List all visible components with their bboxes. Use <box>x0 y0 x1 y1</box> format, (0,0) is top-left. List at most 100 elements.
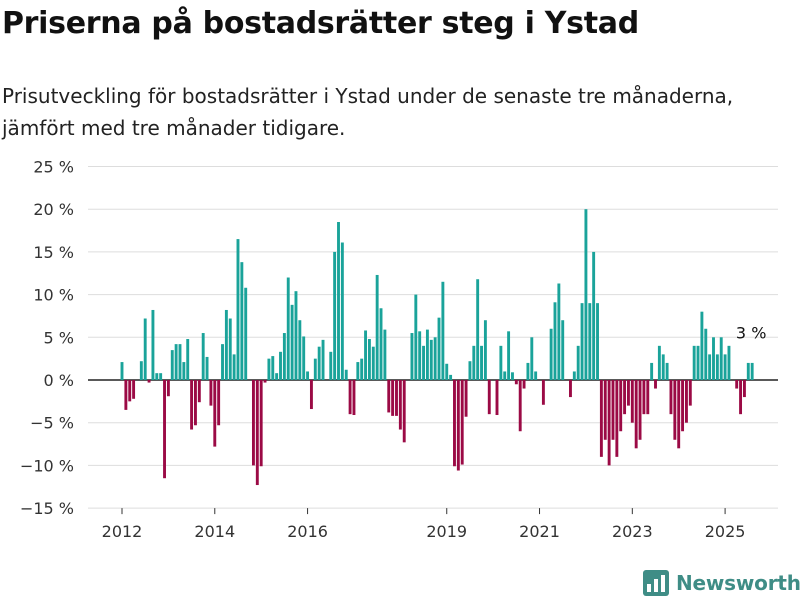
bar <box>414 294 418 380</box>
bar <box>217 380 221 426</box>
bar <box>263 380 267 383</box>
bar <box>503 371 507 380</box>
bar <box>290 304 294 380</box>
bar <box>441 281 445 380</box>
bar <box>294 291 298 380</box>
bar <box>480 345 483 380</box>
bar <box>739 380 743 415</box>
bar <box>599 380 603 457</box>
bar <box>596 303 599 380</box>
bar <box>375 274 379 380</box>
annotations: 3 % <box>736 323 766 342</box>
x-tick-label: 2016 <box>287 522 328 541</box>
bar <box>472 345 476 380</box>
bar <box>572 371 576 380</box>
x-axis: 2012 2014 2016 2019 2021 2023 2025 <box>102 508 746 541</box>
bar <box>715 354 719 380</box>
bar <box>383 329 387 380</box>
bar <box>333 251 337 380</box>
newsworthy-logo-text: Newsworthy <box>676 571 800 595</box>
bar <box>271 356 275 380</box>
bar <box>681 380 685 432</box>
bar <box>634 380 638 449</box>
bar <box>727 345 731 380</box>
bar <box>623 380 627 415</box>
bar <box>669 380 673 415</box>
bar <box>541 380 545 405</box>
bar <box>464 380 468 417</box>
bar <box>646 380 650 415</box>
bar <box>522 380 526 389</box>
bar <box>259 380 263 467</box>
newsworthy-logo: Newsworthy <box>643 570 800 596</box>
bar <box>638 380 642 440</box>
bar <box>147 380 151 383</box>
bar <box>391 380 395 416</box>
bar <box>476 279 480 380</box>
y-tick-label: −10 % <box>20 456 74 475</box>
bar <box>410 333 414 380</box>
bar <box>588 303 592 380</box>
bar <box>379 308 383 380</box>
chart-title: Priserna på bostadsrätter steg i Ystad <box>2 6 639 41</box>
bar <box>611 380 615 440</box>
bar <box>688 380 692 406</box>
bar <box>344 369 348 380</box>
y-tick-label: −5 % <box>30 414 74 433</box>
bar <box>514 380 518 385</box>
bar <box>460 380 464 465</box>
y-axis-labels: 25 % 20 % 15 % 10 % 5 % 0 % −5 % −10 % −15 % <box>20 158 74 519</box>
bar <box>425 329 429 380</box>
bar <box>661 354 665 380</box>
bar <box>360 358 364 380</box>
bar <box>453 380 456 467</box>
chart-subtitle: Prisutveckling för bostadsrätter i Ystad… <box>2 84 734 140</box>
bar <box>630 380 634 423</box>
bar <box>642 380 646 415</box>
x-tick-label: 2019 <box>426 522 467 541</box>
bar <box>228 318 232 380</box>
bar <box>232 354 236 380</box>
last-value-label: 3 % <box>736 323 766 342</box>
bar <box>205 356 209 380</box>
bar <box>159 373 163 380</box>
bar <box>534 371 538 380</box>
bar <box>592 251 596 380</box>
bar <box>561 320 565 380</box>
bar <box>580 303 584 380</box>
bar <box>317 346 321 380</box>
bar <box>124 380 128 410</box>
bar <box>132 380 136 399</box>
bar <box>530 337 534 380</box>
bar <box>190 380 194 430</box>
bar <box>654 380 657 389</box>
bar <box>700 311 704 380</box>
bar <box>170 350 174 380</box>
bar <box>321 339 325 380</box>
x-tick-label: 2025 <box>705 522 746 541</box>
y-tick-label: 0 % <box>44 371 74 390</box>
bar <box>398 380 402 430</box>
bar <box>456 380 460 471</box>
bar <box>128 380 132 402</box>
bar <box>712 337 715 380</box>
bar <box>483 320 487 380</box>
bar <box>313 358 317 380</box>
bar <box>433 337 437 380</box>
bar <box>182 362 186 380</box>
gridlines <box>88 166 778 509</box>
bar <box>549 328 553 380</box>
bar <box>692 345 696 380</box>
bar <box>422 345 425 380</box>
bar <box>657 345 661 380</box>
y-tick-label: 5 % <box>44 328 74 347</box>
y-tick-label: 10 % <box>33 286 74 305</box>
bar-chart: 25 % 20 % 15 % 10 % 5 % 0 % −5 % −10 % −15 % 201… <box>20 158 778 541</box>
bar <box>163 380 166 479</box>
bar <box>282 333 286 380</box>
bar <box>576 345 580 380</box>
bar <box>236 239 240 380</box>
y-tick-label: 15 % <box>33 243 74 262</box>
bar <box>306 371 310 380</box>
bar <box>356 362 360 380</box>
